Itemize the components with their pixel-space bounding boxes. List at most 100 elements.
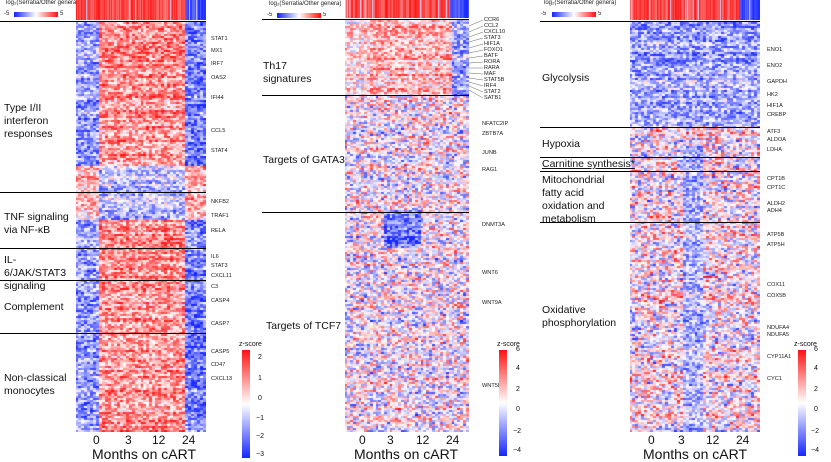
gene-label: CPT1B xyxy=(767,176,786,182)
gene-label: RORA xyxy=(484,59,501,65)
gene-label: CCL2 xyxy=(484,23,499,29)
category-tnf: TNF signaling via NF-κB xyxy=(4,211,69,236)
x-tick: 24 xyxy=(736,433,750,447)
gene-label: IL6 xyxy=(211,254,219,260)
x-tick: 0 xyxy=(359,433,366,447)
x-tick: 0 xyxy=(93,433,100,447)
x-tick: 24 xyxy=(182,433,196,447)
gene-label: CD47 xyxy=(211,362,226,368)
gene-label: ATP5B xyxy=(767,232,785,238)
legend-title: log₂(Serratia/Other genera) xyxy=(269,1,342,7)
gene-label: ALDOA xyxy=(767,137,786,143)
gene-label: STAT1 xyxy=(211,36,228,42)
gene-label: ZBTB7A xyxy=(482,131,504,137)
colorbar-tick: 2 xyxy=(516,386,520,393)
gene-label: RELA xyxy=(211,228,226,234)
gene-label: BATF xyxy=(484,53,498,59)
colorbar-tick: 1 xyxy=(258,375,262,382)
separator xyxy=(262,95,469,96)
legend-colorbar xyxy=(14,12,58,17)
gene-label: COX5B xyxy=(767,293,786,299)
x-tick: 24 xyxy=(446,433,460,447)
x-axis-label: Months on cART xyxy=(92,446,197,462)
gene-connectors xyxy=(469,19,484,98)
legend-max: 5 xyxy=(60,11,64,17)
heatmap xyxy=(630,22,760,432)
colorbar-tick: −2 xyxy=(256,433,264,440)
gene-label: COX11 xyxy=(767,282,785,288)
x-tick: 3 xyxy=(125,433,132,447)
legend-min: -5 xyxy=(267,12,273,18)
gene-label: IFI44 xyxy=(211,95,224,101)
x-tick: 12 xyxy=(706,433,720,447)
separator xyxy=(540,127,760,128)
gene-label: WNT5B xyxy=(482,383,502,389)
colorbar-tick: −1 xyxy=(256,415,264,422)
category-th17: Th17 signatures xyxy=(263,60,312,85)
separator xyxy=(540,157,760,158)
separator xyxy=(0,333,206,334)
gene-label: NKFB2 xyxy=(211,199,230,205)
category-gata3: Targets of GATA3 xyxy=(263,154,345,166)
category-oxphos: Oxidative phosphorylation xyxy=(542,304,617,329)
category-carnitine: Carnitine synthesis* xyxy=(542,158,635,170)
gene-label: CXCL10 xyxy=(484,29,506,35)
gene-label: ALDH2 xyxy=(767,201,786,207)
gene-label: CASP5 xyxy=(211,349,230,355)
top-rule xyxy=(540,21,760,22)
colorbar-title: z-score xyxy=(794,341,817,348)
top-rule xyxy=(262,19,469,20)
zscore-colorbar xyxy=(499,350,507,456)
legend-min: -5 xyxy=(541,11,547,17)
gene-label: RAG1 xyxy=(482,167,498,173)
gene-label: STAT4 xyxy=(211,148,228,154)
heatmap xyxy=(345,20,469,432)
legend-max: 5 xyxy=(323,12,327,18)
gene-label: ATP5H xyxy=(767,242,785,248)
category-fatty-acid: Mitochondrial fatty acid oxidation and m… xyxy=(542,174,605,225)
gene-label: OAS2 xyxy=(211,75,226,81)
gene-label: IRF4 xyxy=(484,83,497,89)
gene-label: ENO2 xyxy=(767,63,783,69)
colorbar-tick: −2 xyxy=(811,428,819,435)
zscore-colorbar xyxy=(242,350,250,458)
gene-label: SATB1 xyxy=(484,95,502,101)
gene-label: STAT5B xyxy=(484,77,505,83)
gene-label: ENO1 xyxy=(767,47,783,53)
gene-label: NFATC2IP xyxy=(482,121,509,127)
colorbar-title: z-score xyxy=(497,341,520,348)
serratia-ratio-bar xyxy=(76,0,206,20)
gene-label: HIF1A xyxy=(767,103,783,109)
serratia-ratio-bar xyxy=(630,0,760,20)
category-complement: Complement xyxy=(4,301,64,313)
gene-label: ATF3 xyxy=(767,129,781,135)
separator xyxy=(540,222,760,223)
gene-label: CYP11A1 xyxy=(767,354,792,360)
legend-colorbar xyxy=(277,13,321,18)
gene-label: LDHA xyxy=(767,147,782,153)
zscore-colorbar xyxy=(798,350,806,456)
gene-label: CPT1C xyxy=(767,185,786,191)
category-glycolysis: Glycolysis xyxy=(542,72,590,84)
gene-label: HIF1A xyxy=(484,41,500,47)
gene-label: STAT3 xyxy=(211,263,228,269)
x-tick: 3 xyxy=(387,433,394,447)
gene-label: ADH4 xyxy=(767,208,782,214)
x-tick: 12 xyxy=(416,433,430,447)
separator xyxy=(262,212,469,213)
gene-label: CXCL11 xyxy=(211,273,232,279)
colorbar-tick: −4 xyxy=(811,447,819,454)
heatmap xyxy=(76,22,206,432)
colorbar-tick: 0 xyxy=(814,406,818,413)
gene-label: WNT9A xyxy=(482,300,502,306)
category-hypoxia: Hypoxia xyxy=(542,138,580,150)
legend-min: -5 xyxy=(4,11,10,17)
gene-label: JUNB xyxy=(482,150,497,156)
colorbar-tick: 2 xyxy=(814,386,818,393)
separator xyxy=(0,280,206,281)
gene-label: NDUFA5 xyxy=(767,332,790,338)
legend-max: 5 xyxy=(598,11,602,17)
separator xyxy=(0,248,206,249)
colorbar-tick: 6 xyxy=(814,346,818,353)
top-rule xyxy=(0,21,206,22)
